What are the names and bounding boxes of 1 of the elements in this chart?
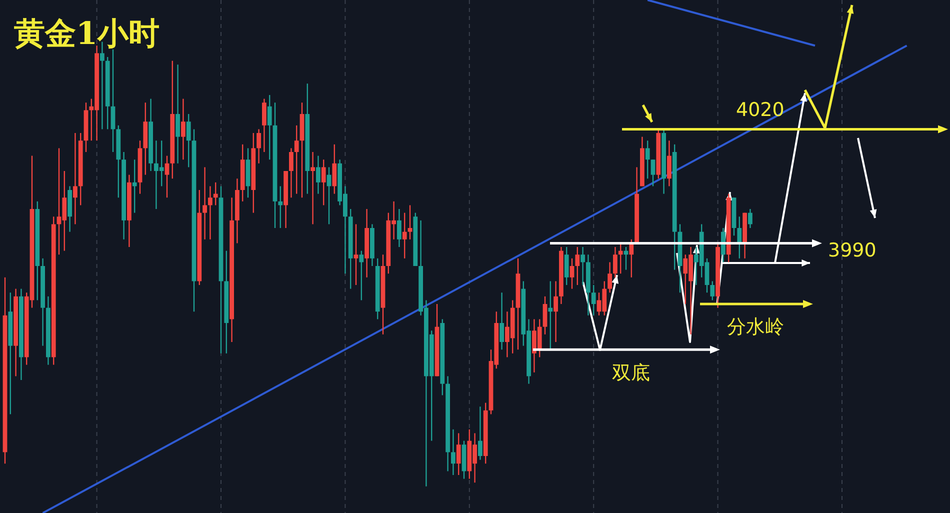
title: 黄金1小时	[14, 16, 160, 52]
